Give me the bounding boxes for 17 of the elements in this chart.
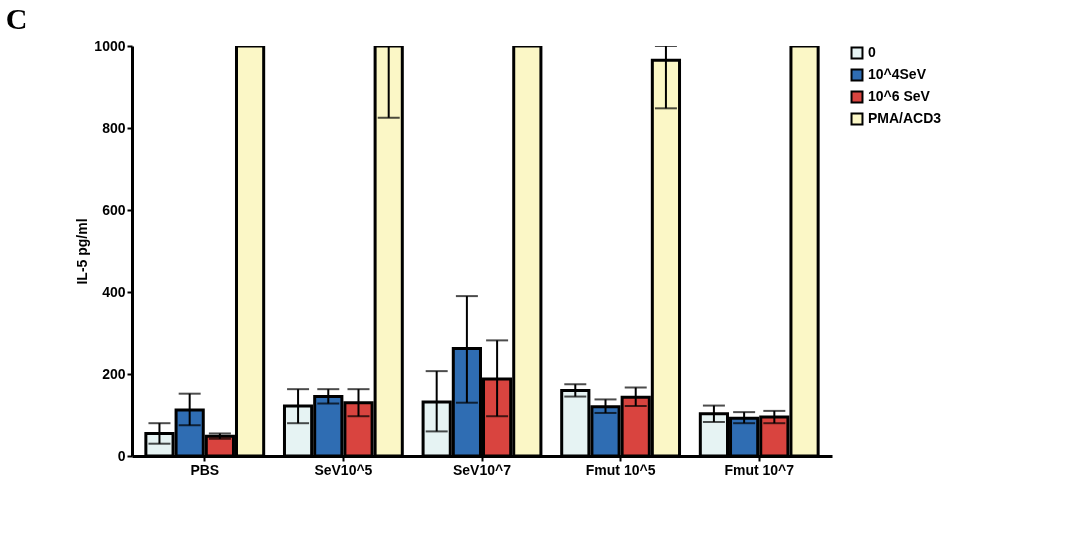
x-tick-label: SeV10^5 [314, 461, 373, 478]
y-tick-label: 400 [102, 283, 126, 300]
legend-label: 10^6 SeV [868, 88, 931, 104]
x-tick-label: PBS [190, 461, 220, 478]
y-axis-title: IL-5 pg/ml [74, 218, 91, 285]
y-tick-label: 600 [102, 201, 126, 218]
y-tick-label: 200 [102, 365, 126, 382]
x-tick-label: Fmut 10^7 [724, 461, 795, 478]
x-tick-label: Fmut 10^5 [585, 461, 656, 478]
legend-label: PMA/ACD3 [868, 110, 942, 126]
y-tick-label: 1000 [94, 37, 126, 54]
x-tick-label: SeV10^7 [453, 461, 512, 478]
legend-label: 0 [868, 44, 876, 60]
legend-label: 10^4SeV [868, 66, 927, 82]
y-tick-label: 0 [117, 447, 126, 464]
y-tick-label: 800 [102, 119, 126, 136]
chart-title: C [5, 2, 28, 35]
